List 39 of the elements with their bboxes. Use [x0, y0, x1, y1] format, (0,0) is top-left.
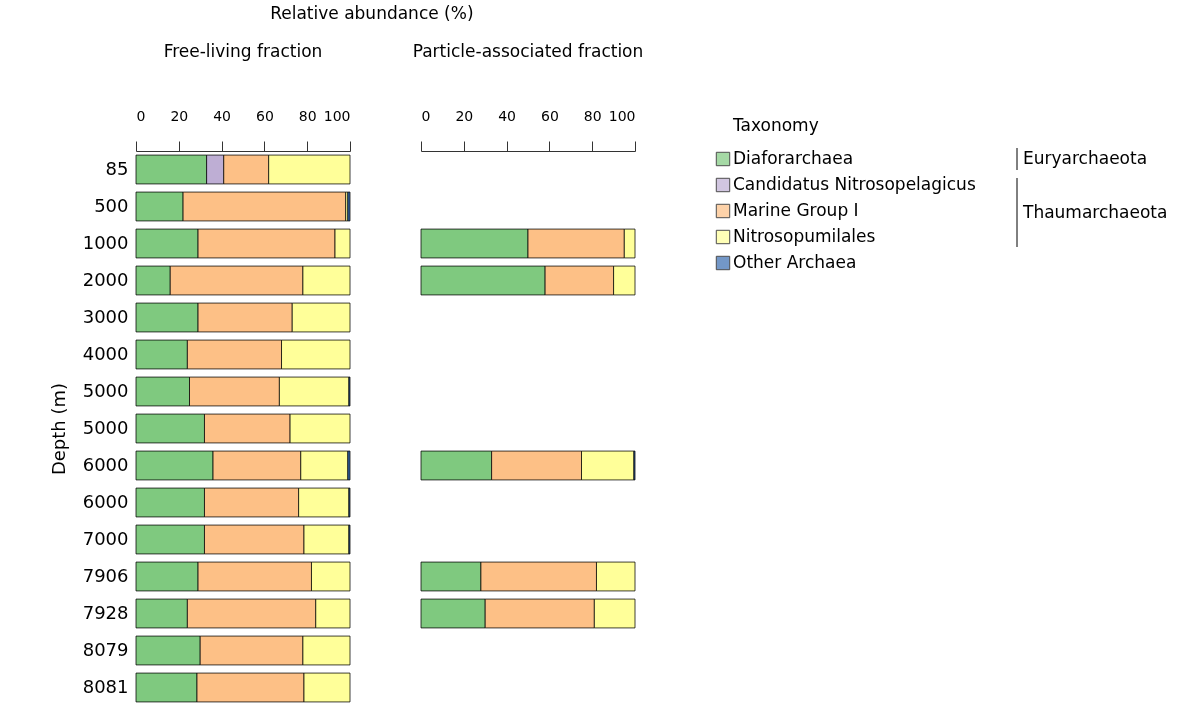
y-tick-label: 3000	[82, 305, 129, 327]
x-tick-label: 60	[255, 107, 274, 124]
x-tick-label: 40	[498, 107, 517, 124]
y-tick-label: 4000	[82, 342, 129, 364]
y-tick-label: 6000	[82, 490, 129, 512]
y-tick-label: 85	[105, 157, 129, 179]
chart-title: Particle-associated fraction	[412, 41, 644, 61]
legend-label: Candidatus Nitrosopelagicus	[733, 174, 976, 194]
legend-title: Taxonomy	[732, 115, 819, 135]
legend-label: Nitrosopumilales	[733, 226, 876, 246]
x-tick-label: 100	[608, 107, 636, 124]
x-axis-title: Relative abundance (%)	[270, 3, 474, 23]
x-tick-label: 40	[213, 107, 232, 124]
y-tick-label: 7906	[82, 564, 129, 586]
x-tick-label: 80	[583, 107, 602, 124]
x-tick-label: 20	[455, 107, 474, 124]
legend-label: Other Archaea	[733, 252, 857, 272]
x-tick-label: 80	[298, 107, 317, 124]
legend-label: Marine Group I	[733, 200, 859, 220]
y-tick-label: 500	[94, 194, 129, 216]
x-tick-label: 0	[421, 107, 431, 124]
x-tick-label: 20	[170, 107, 189, 124]
y-tick-label: 8081	[82, 675, 129, 697]
text: Thaumarchaeota	[1022, 201, 1168, 222]
y-tick-label: 5000	[82, 379, 129, 401]
y-axis-title: Depth (m)	[47, 382, 69, 476]
legend-label: Diaforarchaea	[733, 148, 854, 168]
chart-title: Free-living fraction	[163, 41, 323, 61]
y-tick-label: 6000	[82, 453, 129, 475]
x-tick-label: 100	[323, 107, 351, 124]
y-tick-label: 1000	[82, 231, 129, 253]
text: Euryarchaeota	[1023, 148, 1148, 168]
y-tick-label: 8079	[82, 638, 129, 660]
y-tick-label: 7928	[82, 601, 129, 623]
y-tick-label: 2000	[82, 268, 129, 290]
x-tick-label: 60	[540, 107, 559, 124]
y-tick-label: 7000	[82, 527, 129, 549]
x-tick-label: 0	[136, 107, 146, 124]
y-tick-label: 5000	[82, 416, 129, 438]
